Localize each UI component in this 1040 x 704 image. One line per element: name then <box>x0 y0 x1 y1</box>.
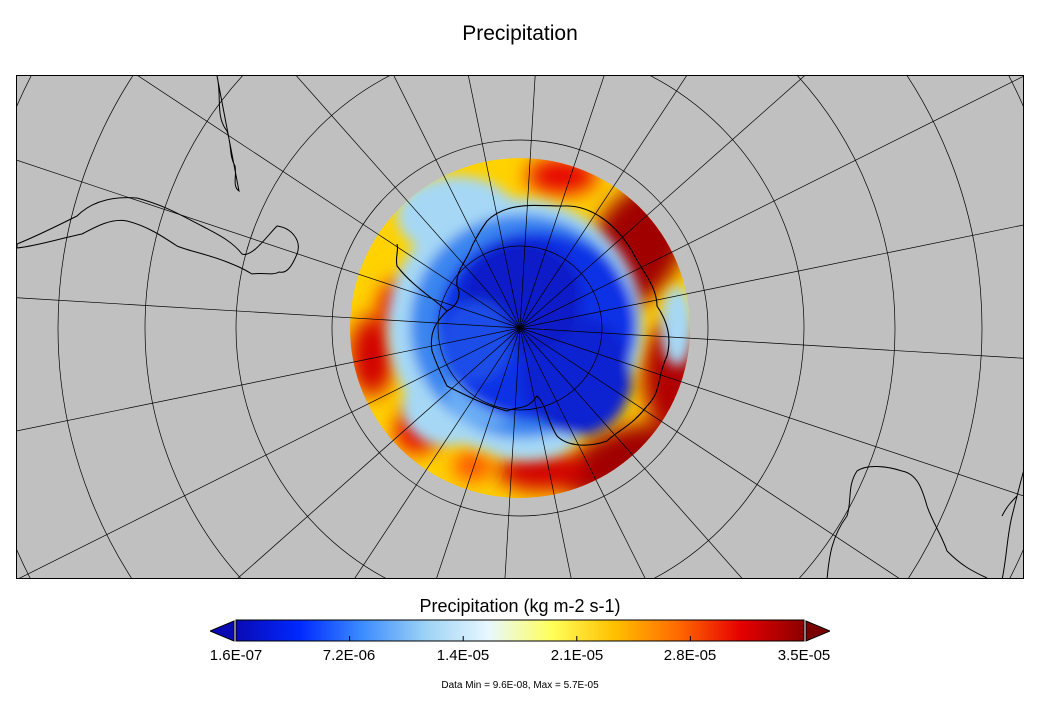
colorbar-tick-label: 1.4E-05 <box>436 647 490 664</box>
meridian-line <box>519 76 805 329</box>
meridian-line <box>19 327 521 578</box>
meridian-line <box>519 327 1023 497</box>
south-america-coastline <box>17 76 299 275</box>
meridian-line <box>137 76 521 329</box>
meridian-line <box>519 327 1023 359</box>
meridian-line <box>17 159 521 329</box>
meridian-line <box>519 327 572 578</box>
meridian-line <box>519 327 900 578</box>
meridian-line <box>354 327 521 578</box>
colorbar <box>208 619 832 643</box>
meridian-line <box>17 297 521 329</box>
colorbar-tick-labels: 1.6E-07 7.2E-06 1.4E-05 2.1E-05 2.8E-05 … <box>0 647 1040 667</box>
meridian-line <box>519 76 1023 329</box>
colorbar-tick-label: 2.1E-05 <box>550 647 604 664</box>
meridian-line <box>436 327 521 578</box>
colorbar-title: Precipitation (kg m-2 s-1) <box>419 596 621 616</box>
colorbar-over-arrow <box>805 620 832 642</box>
meridian-line <box>519 327 646 578</box>
plot-title: Precipitation <box>462 22 578 45</box>
antarctica-coastline <box>395 204 670 446</box>
meridian-lines <box>17 76 1023 578</box>
meridian-line <box>519 76 536 329</box>
colorbar-tick-label: 2.8E-05 <box>663 647 717 664</box>
meridian-line <box>519 327 743 578</box>
colorbar-tick-label: 7.2E-06 <box>322 647 376 664</box>
meridian-line <box>296 76 521 329</box>
meridian-line <box>17 327 521 432</box>
data-range-note: Data Min = 9.6E-08, Max = 5.7E-05 <box>441 680 599 691</box>
meridian-line <box>468 76 521 329</box>
latitude-lines <box>17 76 1023 578</box>
meridian-line <box>519 224 1023 329</box>
meridian-line <box>519 76 605 329</box>
colorbar-tick-label: 1.6E-07 <box>209 647 263 664</box>
meridian-line <box>237 327 521 578</box>
map-svg <box>17 76 1023 578</box>
meridian-line <box>393 76 521 329</box>
colorbar-under-arrow <box>208 620 235 642</box>
map-panel <box>16 75 1024 579</box>
precip-field <box>350 158 690 498</box>
meridian-line <box>504 327 521 578</box>
meridian-line <box>519 76 687 329</box>
colorbar-tick-label: 3.5E-05 <box>777 647 831 664</box>
colorbar-ramp <box>235 619 805 642</box>
africa-coastline <box>826 466 1023 578</box>
